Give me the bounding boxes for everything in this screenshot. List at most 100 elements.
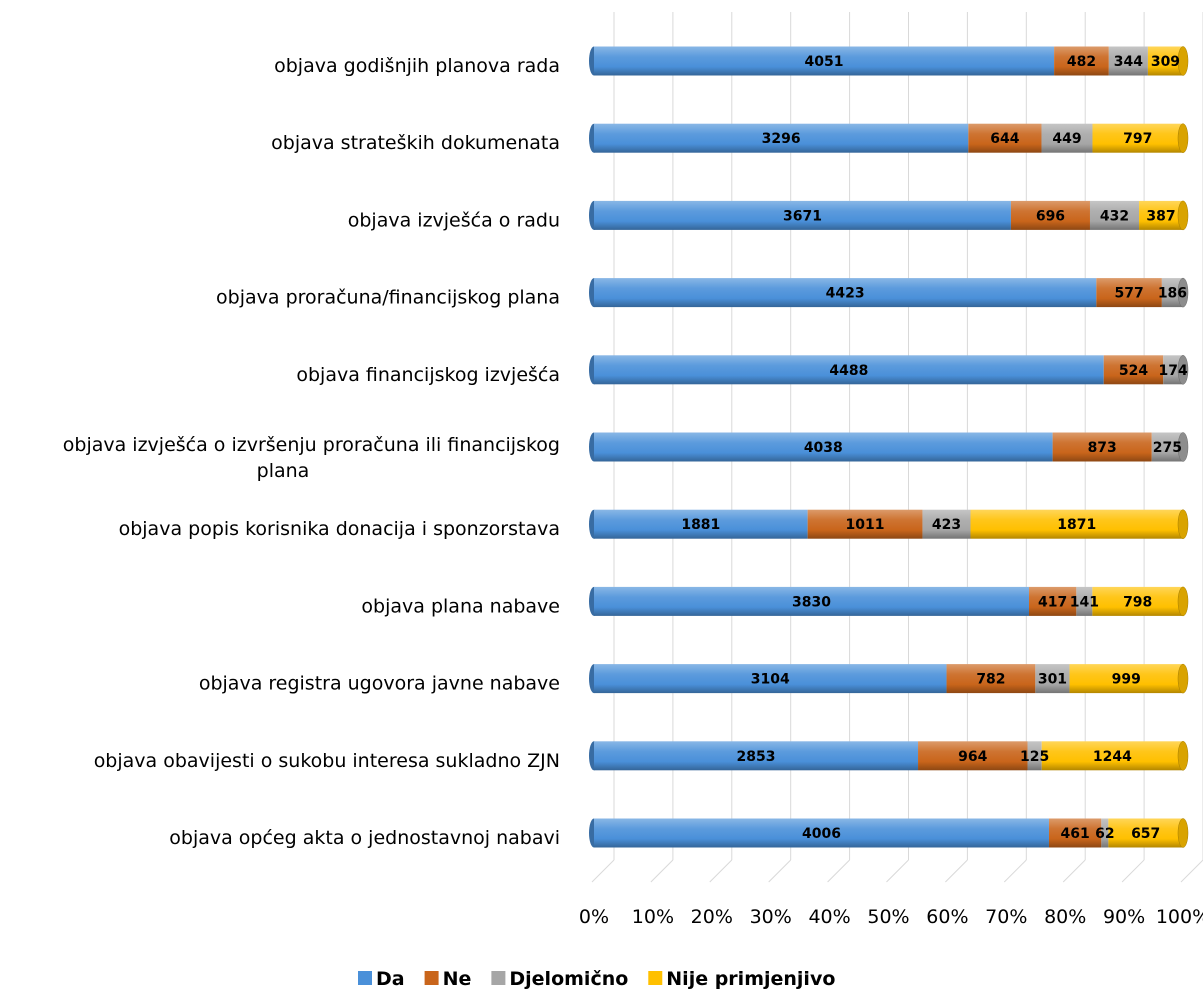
legend-label-0: Da: [376, 968, 405, 990]
bar-segment-4-2: [1163, 355, 1183, 385]
bar-segment-8-2: [1035, 664, 1070, 694]
category-label-0: objava godišnjih planova rada: [274, 55, 560, 77]
bar-right-cap-6: [1177, 509, 1189, 539]
bar-right-cap-7: [1177, 586, 1189, 617]
data-label-0-3: 309: [1151, 54, 1180, 70]
data-label-1-3: 797: [1123, 131, 1152, 147]
data-label-1-2: 449: [1052, 131, 1081, 147]
bar-segment-1-3: [1092, 123, 1183, 153]
category-label-10: objava općeg akta o jednostavnoj nabavi: [169, 827, 560, 849]
x-tick-label-9: 90%: [1103, 906, 1145, 928]
category-label-4: objava financijskog izvješća: [296, 364, 560, 386]
bar-segment-4-0: [594, 355, 1104, 385]
bar-segment-1-0: [594, 123, 969, 153]
floor-gridline-3: [768, 859, 792, 883]
bar-segment-1-2: [1041, 123, 1093, 153]
bar-right-cap-10: [1177, 818, 1189, 848]
data-label-4-1: 524: [1119, 363, 1148, 379]
data-label-10-3: 657: [1131, 826, 1160, 842]
bar-right-cap-8: [1177, 663, 1189, 694]
legend-swatch-2: [491, 971, 506, 985]
bar-segment-0-1: [1054, 46, 1109, 76]
data-label-6-2: 423: [932, 517, 961, 533]
bar-segment-0-3: [1147, 46, 1183, 76]
legend-swatch-3: [648, 971, 663, 985]
data-label-9-3: 1244: [1093, 749, 1132, 765]
bar-segment-7-0: [594, 586, 1029, 616]
bar-segment-5-0: [594, 432, 1053, 462]
x-tick-label-7: 70%: [985, 906, 1027, 928]
x-tick-label-1: 10%: [632, 906, 674, 928]
x-tick-label-0: 0%: [579, 906, 609, 928]
bar-segment-7-2: [1076, 586, 1093, 616]
bar-segment-6-0: [594, 509, 808, 539]
data-label-6-1: 1011: [846, 517, 885, 533]
data-label-5-1: 873: [1088, 440, 1117, 456]
bar-right-cap-4: [1177, 355, 1189, 385]
data-label-6-3: 1871: [1057, 517, 1096, 533]
data-label-1-0: 3296: [762, 131, 801, 147]
data-label-3-1: 577: [1114, 286, 1143, 302]
data-label-8-2: 301: [1038, 672, 1067, 688]
bar-right-cap-0: [1177, 46, 1189, 76]
data-label-5-2: 275: [1153, 440, 1182, 456]
category-label-6: objava popis korisnika donacija i sponzo…: [119, 518, 560, 540]
bar-segment-6-3: [970, 509, 1183, 539]
legend-label-3: Nije primjenjivo: [666, 968, 835, 990]
data-label-10-2: 62: [1095, 826, 1114, 842]
data-label-3-0: 4423: [826, 286, 865, 302]
bar-segment-2-0: [594, 200, 1011, 230]
bar-segment-8-0: [594, 664, 947, 694]
category-label-5: objava izvješća o izvršenju proračuna il…: [63, 434, 560, 482]
x-tick-label-10: 100%: [1156, 906, 1203, 928]
floor-gridline-8: [1062, 859, 1086, 883]
data-label-10-0: 4006: [802, 826, 841, 842]
chart-floor: [591, 859, 1203, 883]
legend: Da Ne Djelomično Nije primjenjivo: [358, 968, 835, 990]
floor-gridline-9: [1121, 859, 1145, 883]
bar-segment-9-2: [1027, 741, 1042, 771]
bar-segment-10-0: [594, 818, 1049, 848]
bar-segment-8-3: [1069, 664, 1183, 694]
bar-segment-2-3: [1139, 200, 1183, 230]
bar-segment-6-2: [922, 509, 971, 539]
data-label-3-2: 186: [1158, 286, 1187, 302]
bar-segment-10-3: [1108, 818, 1183, 848]
data-label-7-3: 798: [1123, 594, 1152, 610]
bar-segment-2-2: [1089, 200, 1140, 230]
x-tick-label-6: 60%: [926, 906, 968, 928]
bar-right-cap-1: [1177, 123, 1189, 153]
data-label-7-2: 141: [1070, 594, 1099, 610]
floor-gridline-10: [1180, 859, 1203, 883]
category-label-3: objava proračuna/financijskog plana: [216, 287, 560, 309]
floor-gridline-6: [945, 859, 968, 883]
data-label-7-0: 3830: [792, 594, 831, 610]
data-label-1-1: 644: [990, 131, 1019, 147]
data-label-8-0: 3104: [751, 672, 790, 688]
bar-segment-2-1: [1010, 200, 1090, 230]
data-label-9-1: 964: [958, 749, 987, 765]
floor-gridline-5: [886, 859, 909, 883]
x-tick-label-2: 20%: [691, 906, 733, 928]
category-labels: objava godišnjih planova rada objava stra…: [63, 55, 560, 849]
bars-layer: 4051 482 344 309 3296 644 449 797 3671 696 432 387 4…: [589, 46, 1189, 848]
data-label-8-1: 782: [976, 672, 1005, 688]
x-tick-label-4: 40%: [808, 906, 850, 928]
bar-right-cap-5: [1177, 432, 1189, 462]
data-label-2-2: 432: [1100, 208, 1129, 224]
bar-right-cap-2: [1177, 200, 1189, 231]
bar-segment-0-2: [1108, 46, 1148, 76]
bar-segment-4-1: [1103, 355, 1164, 385]
floor-gridline-2: [709, 859, 733, 883]
bar-segment-9-0: [594, 741, 919, 771]
data-label-0-0: 4051: [805, 54, 844, 70]
legend-swatch-1: [424, 971, 439, 985]
bar-right-cap-3: [1177, 277, 1189, 308]
bar-segment-6-1: [807, 509, 923, 539]
bar-segment-3-1: [1096, 278, 1162, 308]
data-label-9-0: 2853: [737, 749, 776, 765]
x-tick-label-3: 30%: [750, 906, 792, 928]
bar-segment-3-2: [1161, 278, 1183, 308]
data-label-7-1: 417: [1038, 594, 1067, 610]
